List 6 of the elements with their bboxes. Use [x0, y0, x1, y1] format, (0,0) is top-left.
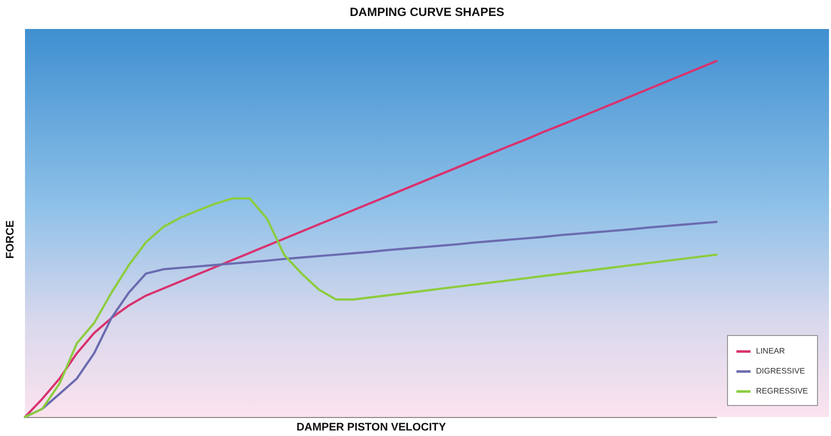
legend-label: LINEAR [756, 346, 786, 356]
x-axis-title: DAMPER PISTON VELOCITY [296, 422, 447, 434]
legend-label: REGRESSIVE [756, 386, 808, 396]
legend-label: DIGRESSIVE [756, 366, 805, 376]
chart-title: DAMPING CURVE SHAPES [350, 5, 504, 19]
y-axis-title: FORCE [4, 220, 16, 259]
